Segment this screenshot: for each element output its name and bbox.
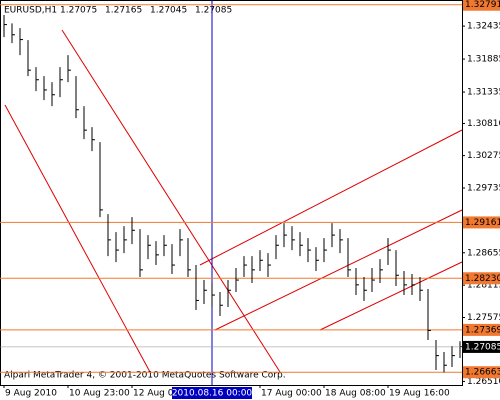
y-tick-label: 1.31885 (467, 55, 500, 65)
y-tick-label: 1.32435 (467, 22, 500, 32)
header-value: 1.27045 (150, 6, 187, 16)
y-tick-label: 1.29735 (467, 184, 500, 194)
header-value: 1.27075 (60, 6, 97, 16)
y-tick-label: 1.30810 (467, 119, 500, 129)
y-tick-label: 1.28655 (467, 248, 500, 258)
level-label-box (463, 323, 500, 336)
trend-line (61, 29, 281, 373)
x-tick-label: 17 Aug 00:00 (261, 389, 322, 399)
x-tick-label: 10 Aug 23:00 (69, 389, 130, 399)
level-label-box (463, 272, 500, 285)
level-label: 1.28230 (465, 274, 500, 284)
level-label-box (463, 216, 500, 229)
x-tick-label: 18 Aug 08:00 (325, 389, 386, 399)
crosshair-label: 2010.08.16 00:00 (172, 389, 253, 399)
level-label: 1.26663 (465, 368, 500, 378)
y-tick-label: 1.27575 (467, 313, 500, 323)
y-tick-label: 1.30275 (467, 151, 500, 161)
level-label-box (463, 366, 500, 379)
current-price-box (463, 340, 500, 353)
level-label: 1.27369 (465, 325, 500, 335)
current-price-label: 1.27085 (465, 342, 500, 352)
header-value: 1.27165 (105, 6, 142, 16)
x-tick-label: 9 Aug 2010 (5, 389, 57, 399)
x-tick-label: 12 Aug 07:00 (133, 389, 194, 399)
trend-line (319, 261, 463, 331)
y-tick-label: 1.31335 (467, 88, 500, 98)
trend-lines (4, 29, 463, 373)
crosshair-label-box (172, 387, 252, 399)
trend-line (199, 129, 463, 266)
y-tick-label: 1.26510 (467, 377, 500, 387)
level-label-box (463, 0, 500, 11)
credit: Alpari MetaTrader 4, © 2001-2010 MetaQuo… (4, 371, 286, 381)
level-label: 1.29161 (465, 218, 500, 228)
y-tick-label: 1.28115 (467, 281, 500, 291)
header-value: 1.27085 (195, 6, 232, 16)
plot-border (0, 0, 463, 386)
x-tick-label: 19 Aug 16:00 (389, 389, 450, 399)
level-label: 1.32791 (465, 0, 500, 10)
trend-line (4, 104, 151, 373)
trend-line (214, 209, 463, 331)
chart-title: EURUSD,H1 (4, 6, 57, 16)
